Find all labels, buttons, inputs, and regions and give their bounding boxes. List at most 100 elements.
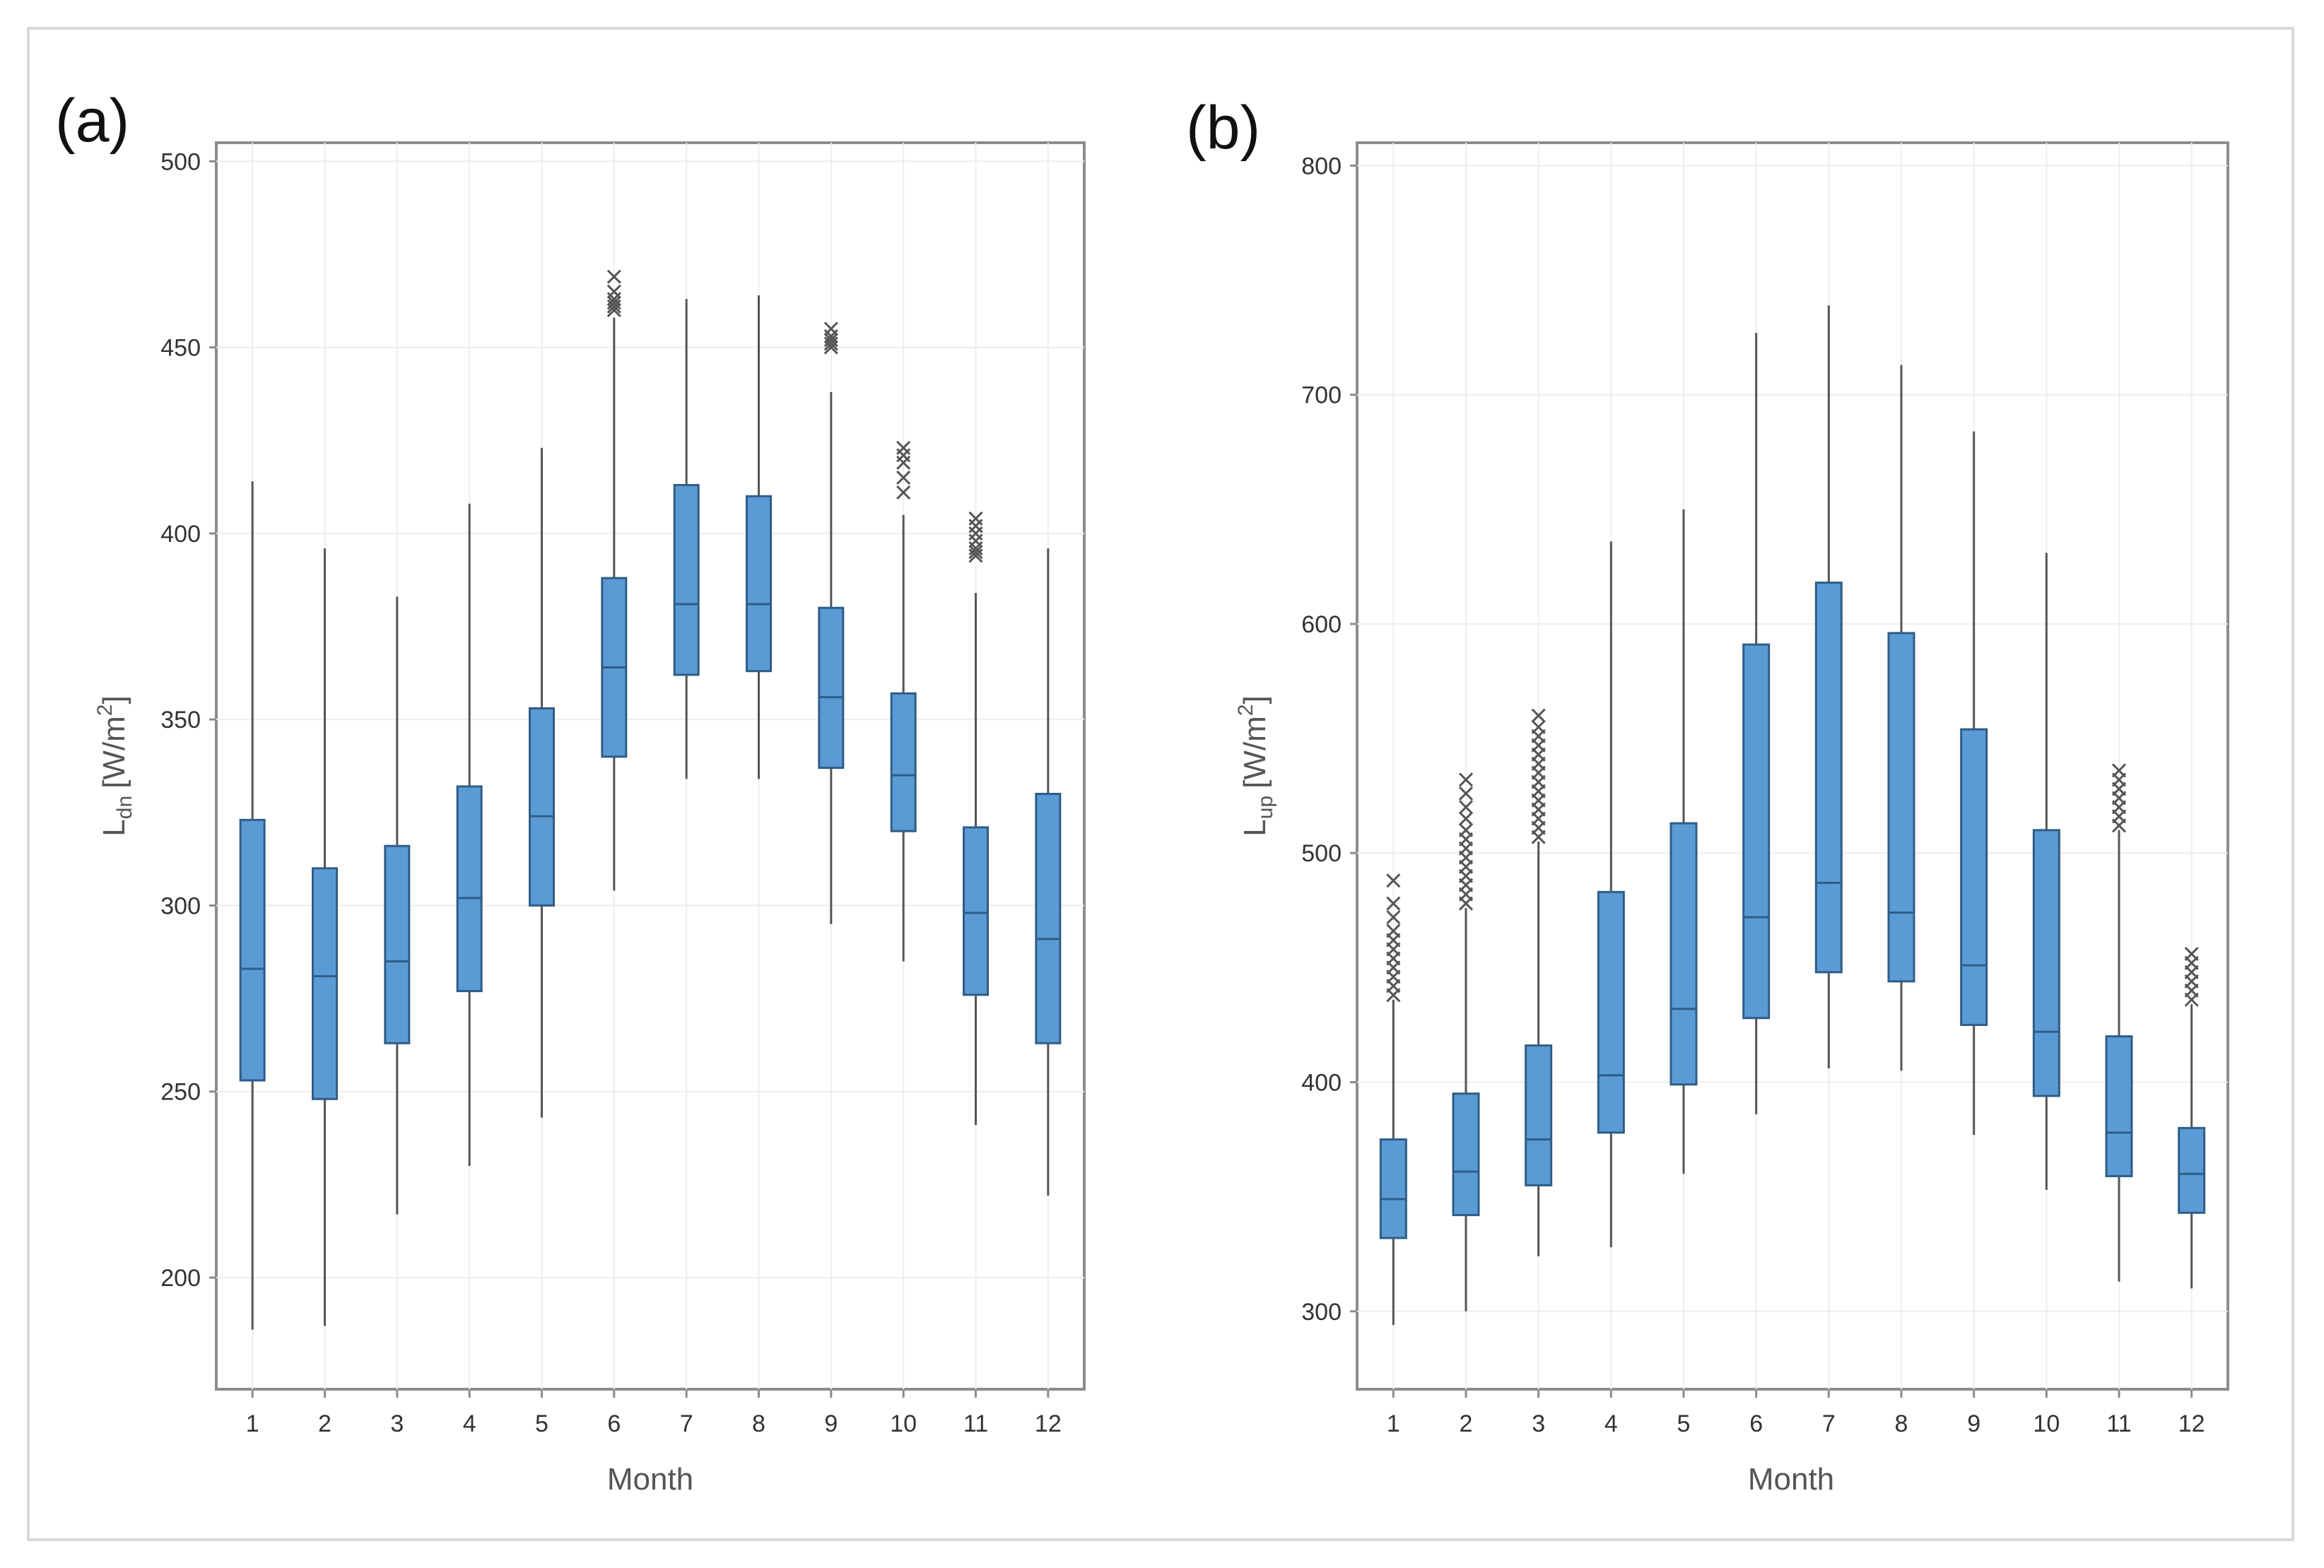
x-tick-label: 12 xyxy=(1035,1410,1062,1437)
y-tick-label: 500 xyxy=(160,148,201,175)
box-month-2 xyxy=(312,548,338,1326)
outlier-marker xyxy=(896,440,911,455)
panel-b-boxes xyxy=(1379,305,2206,1326)
x-tick-label: 1 xyxy=(1387,1410,1400,1437)
x-tick-label: 10 xyxy=(890,1410,917,1437)
panel-b-plot-frame xyxy=(1356,141,2229,1391)
panel-a-ylabel-close: ] xyxy=(97,695,131,704)
box-month-2 xyxy=(1452,772,1480,1311)
iqr-box xyxy=(1379,1138,1407,1239)
outlier-marker xyxy=(1531,708,1546,723)
outlier-marker xyxy=(1386,924,1401,938)
iqr-box xyxy=(1597,890,1625,1134)
box-month-7 xyxy=(673,299,700,779)
y-tick-label: 450 xyxy=(160,335,201,362)
iqr-box xyxy=(890,692,917,832)
panel-a-ylabel-main: L xyxy=(97,819,131,836)
panel-a-plot-frame xyxy=(215,141,1086,1391)
x-tick-label: 3 xyxy=(390,1410,404,1437)
y-tick-label: 300 xyxy=(160,892,201,919)
outlier-marker xyxy=(606,295,621,310)
iqr-box xyxy=(1452,1092,1480,1217)
y-tick-label: 400 xyxy=(160,521,201,548)
iqr-box xyxy=(2178,1126,2206,1214)
iqr-box xyxy=(673,483,700,676)
outlier-marker xyxy=(1386,909,1401,925)
box-month-11 xyxy=(963,511,989,1126)
y-tick-label: 200 xyxy=(160,1265,201,1292)
box-month-1 xyxy=(239,481,266,1330)
outlier-marker xyxy=(606,284,621,299)
box-month-9 xyxy=(818,322,845,924)
iqr-box xyxy=(1887,632,1915,983)
panel-a-x-tick-labels: 1 2 3 4 5 6 7 8 9 10 11 12 xyxy=(246,1389,1062,1437)
x-tick-label: 3 xyxy=(1532,1410,1545,1437)
box-month-7 xyxy=(1814,305,1843,1069)
outlier-marker xyxy=(1531,719,1546,734)
y-tick-label: 250 xyxy=(160,1079,201,1106)
x-tick-label: 1 xyxy=(246,1410,259,1437)
panel-b-label: (b) xyxy=(1186,94,1260,162)
box-month-3 xyxy=(1525,708,1553,1256)
outlier-marker xyxy=(606,269,621,284)
box-month-11 xyxy=(2105,763,2133,1282)
box-month-12 xyxy=(1035,548,1062,1196)
box-month-4 xyxy=(456,503,483,1167)
outlier-marker xyxy=(1458,811,1474,826)
outlier-marker xyxy=(896,485,911,500)
panel-b-y-axis-title: Lup [W/m2] xyxy=(1234,695,1277,836)
y-tick-label: 600 xyxy=(1301,611,1342,638)
outlier-marker xyxy=(2111,763,2127,778)
outlier-marker xyxy=(1458,800,1474,815)
iqr-box xyxy=(746,495,772,673)
x-tick-label: 9 xyxy=(824,1410,838,1437)
box-month-8 xyxy=(1887,365,1915,1071)
panel-a-label: (a) xyxy=(55,87,129,155)
outlier-marker xyxy=(968,511,983,526)
iqr-box xyxy=(312,867,338,1100)
box-month-12 xyxy=(2178,946,2206,1289)
panel-b-ylabel-sub: up xyxy=(1254,796,1277,819)
iqr-box xyxy=(384,844,411,1044)
panel-b-ylabel-main: L xyxy=(1238,819,1272,836)
x-tick-label: 7 xyxy=(680,1410,693,1437)
x-tick-label: 9 xyxy=(1967,1410,1980,1437)
x-tick-label: 6 xyxy=(1749,1410,1763,1437)
box-month-3 xyxy=(384,596,411,1215)
iqr-box xyxy=(963,826,989,996)
outlier-marker xyxy=(823,333,838,348)
outlier-marker xyxy=(1458,772,1474,787)
iqr-box xyxy=(1814,582,1843,974)
box-month-10 xyxy=(890,440,917,962)
panel-b-x-axis-title: Month xyxy=(1748,1462,1834,1497)
iqr-box xyxy=(1525,1044,1553,1186)
x-tick-label: 2 xyxy=(1460,1410,1473,1437)
iqr-box xyxy=(529,707,555,907)
y-tick-label: 300 xyxy=(1301,1299,1342,1326)
outlier-marker xyxy=(2184,946,2199,961)
x-tick-label: 11 xyxy=(2106,1410,2131,1437)
y-tick-label: 500 xyxy=(1301,840,1342,867)
y-tick-label: 700 xyxy=(1301,382,1342,409)
iqr-box xyxy=(1742,643,1771,1020)
x-tick-label: 2 xyxy=(318,1410,331,1437)
iqr-box xyxy=(1035,792,1062,1044)
outlier-marker xyxy=(896,470,911,485)
iqr-box xyxy=(239,818,266,1082)
panel-a-y-tick-labels: 200 250 300 350 400 450 500 xyxy=(160,148,216,1292)
x-tick-label: 4 xyxy=(1604,1410,1618,1437)
iqr-box xyxy=(1669,822,1698,1086)
box-month-8 xyxy=(746,295,772,779)
panel-a-boxes xyxy=(239,269,1062,1330)
x-tick-label: 5 xyxy=(535,1410,548,1437)
outlier-marker xyxy=(1458,786,1474,801)
y-tick-label: 350 xyxy=(160,707,201,733)
outlier-marker xyxy=(1386,873,1401,888)
x-tick-label: 4 xyxy=(463,1410,476,1437)
panel-a-grid xyxy=(216,143,1084,1389)
iqr-box xyxy=(1960,728,1988,1026)
x-tick-label: 10 xyxy=(2033,1410,2060,1437)
iqr-box xyxy=(818,606,845,770)
